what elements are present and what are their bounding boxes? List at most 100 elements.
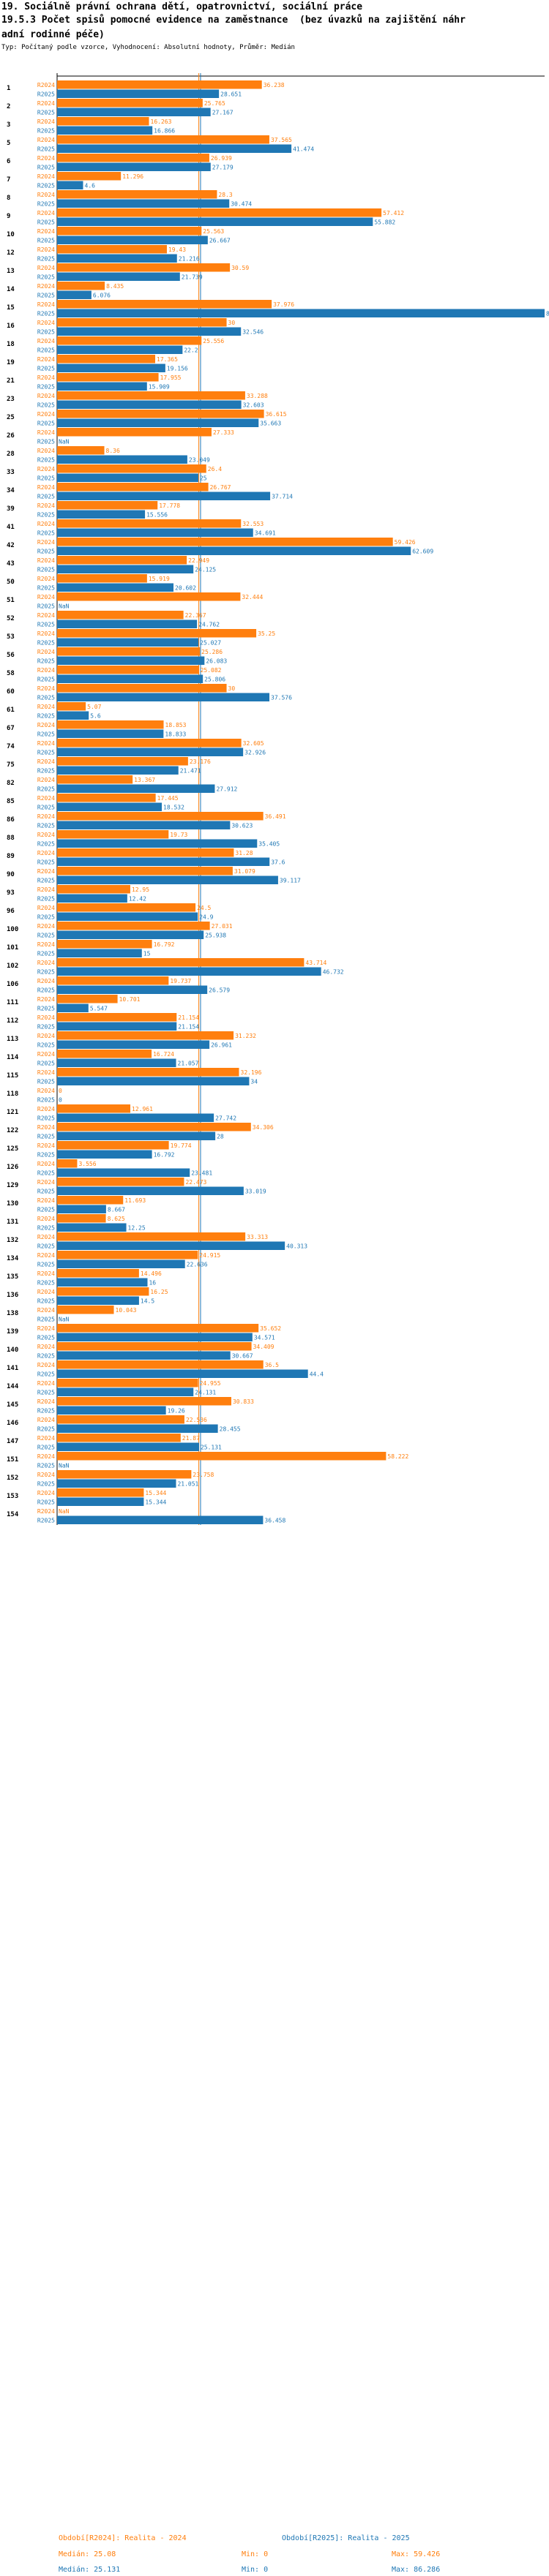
category-label: 126 [7,1164,18,1171]
data-label: 25.082 [201,667,222,674]
data-label: 25.765 [204,100,225,107]
data-label: 15.344 [145,1490,166,1496]
data-label: 0 [59,1088,62,1094]
bar [57,995,118,1003]
data-label: 31.232 [235,1033,256,1039]
series-label: R2024 [37,1142,55,1149]
series-label: R2025 [37,347,55,354]
bar [57,455,187,464]
series-label: R2024 [37,1106,55,1112]
series-label: R2024 [37,1234,55,1240]
bar [57,1058,176,1067]
bar [57,345,183,354]
series-label: R2025 [37,1298,55,1305]
series-label: R2024 [37,265,55,271]
series-label: R2024 [37,960,55,966]
bar [57,318,227,327]
bar [57,903,196,912]
data-label: 23.481 [191,1170,212,1177]
data-label: 30.623 [231,823,253,829]
data-label: 8.36 [106,448,120,454]
category-label: 43 [7,560,15,568]
bar [57,1415,184,1424]
bar [57,629,257,638]
data-label: 24.762 [198,622,220,628]
bar [57,1214,106,1223]
category-label: 8 [7,195,10,202]
series-label: R2025 [37,640,55,647]
category-label: 14 [7,286,15,293]
bar [57,1406,166,1415]
data-label: 27.333 [213,429,234,436]
bar [57,282,105,290]
series-label: R2025 [37,1134,55,1140]
data-label: 36.615 [266,411,287,418]
data-label: 30.833 [233,1398,254,1405]
category-label: 146 [7,1420,18,1427]
series-label: R2025 [37,1353,55,1360]
series-label: R2024 [37,374,55,381]
bar [57,666,199,674]
series-label: R2025 [37,165,55,171]
series-label: R2024 [37,320,55,326]
series-label: R2024 [37,137,55,143]
data-label: 32.553 [242,521,264,527]
data-label: 32.196 [241,1069,262,1076]
bar [57,1031,234,1040]
series-label: R2025 [37,677,55,683]
bar [57,355,156,364]
series-label: R2024 [37,393,55,399]
series-label: R2025 [37,238,55,244]
data-label: 59.426 [395,539,416,546]
category-label: 138 [7,1310,18,1317]
data-label: 19.26 [168,1408,185,1415]
data-label: 18.532 [163,805,184,811]
data-label: 23.049 [189,457,210,464]
series-label: R2025 [37,439,55,445]
series-label: R2025 [37,274,55,281]
bar [57,1050,152,1058]
data-label: 16.25 [150,1289,168,1295]
bar [57,217,373,226]
series-label: R2025 [37,567,55,573]
category-label: 50 [7,579,15,586]
data-label: 6.076 [93,293,111,299]
bar [57,1369,308,1378]
data-label: 37.714 [272,494,293,500]
bar [57,382,147,391]
series-label: R2025 [37,914,55,921]
series-label: R2024 [37,978,55,984]
data-label: 34.409 [253,1344,274,1350]
category-label: 67 [7,725,15,732]
series-label: R2024 [37,1435,55,1442]
data-label: 3.556 [78,1161,96,1167]
bar [57,1159,78,1168]
bar [57,674,203,683]
series-label: R2025 [37,859,55,866]
category-label: 56 [7,652,15,659]
series-label: R2024 [37,484,55,491]
series-label: R2025 [37,384,55,391]
data-label: 16.866 [154,128,175,135]
data-label: 5.6 [90,713,101,720]
series-label: R2024 [37,411,55,418]
data-label: 25.027 [200,640,221,647]
category-label: 115 [7,1072,18,1080]
series-label: R2024 [37,1033,55,1039]
bar [57,1515,264,1524]
series-label: R2025 [37,1170,55,1177]
bar [57,208,382,217]
bar [57,1150,152,1159]
data-label: 36.5 [265,1362,279,1368]
bar [57,1168,190,1177]
category-label: 25 [7,414,15,421]
bar [57,611,184,619]
data-label: 24.125 [195,567,216,573]
chart-subtitle-continued: adní rodinné péče) [1,29,105,40]
bar [57,1434,181,1442]
category-label: 147 [7,1438,18,1445]
bar [57,373,159,382]
series-label: R2024 [37,685,55,692]
category-label: 12 [7,249,15,257]
series-label: R2024 [37,301,55,308]
